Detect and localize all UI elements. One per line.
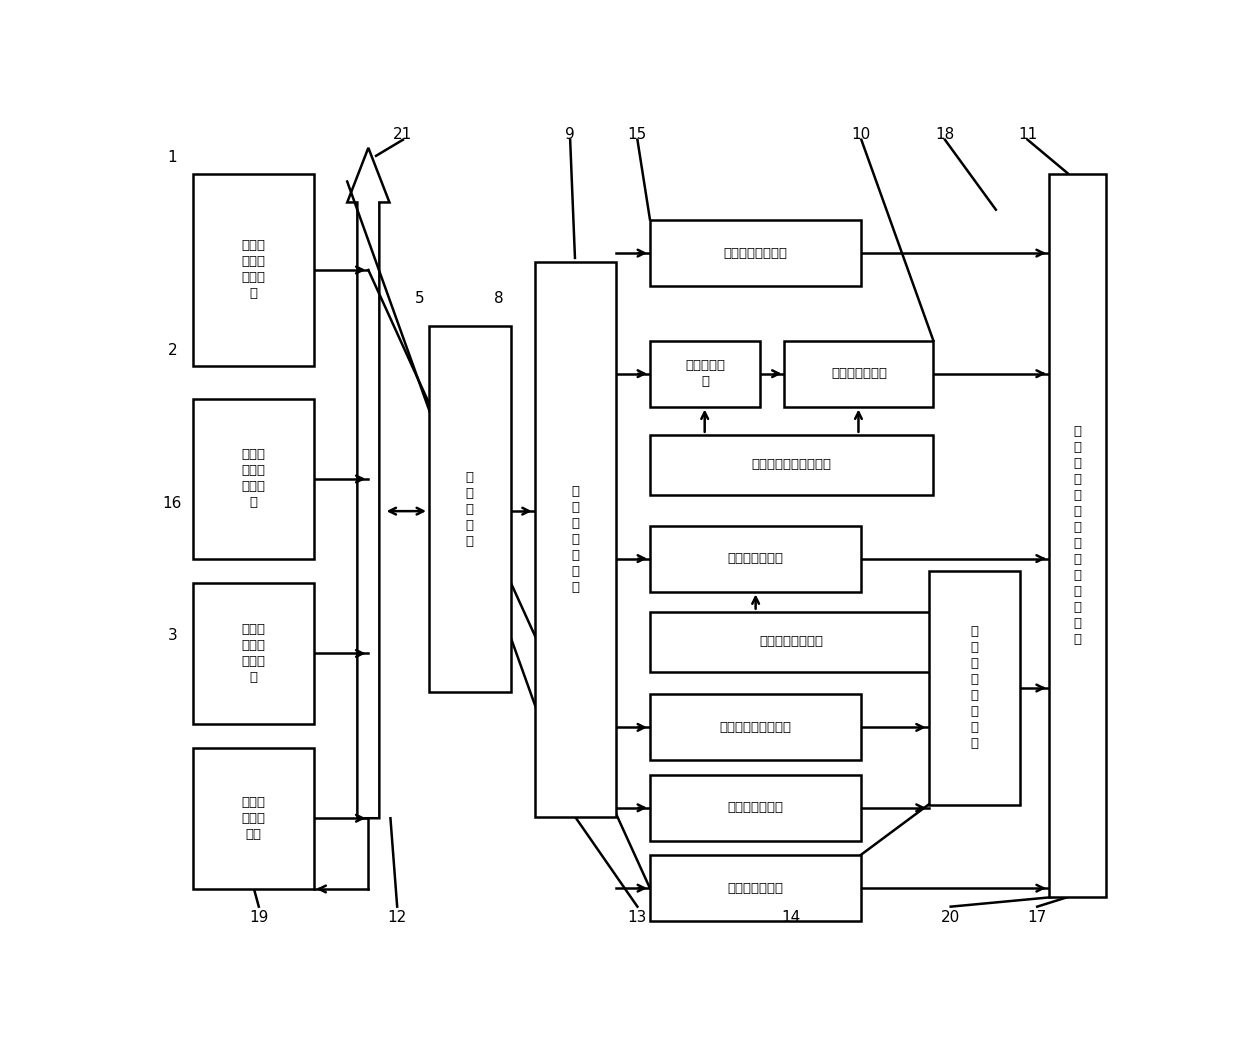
Bar: [1049, 173, 1106, 897]
Text: 车轮车
辆状态
参数信
号: 车轮车 辆状态 参数信 号: [242, 239, 265, 301]
Text: 12: 12: [388, 910, 407, 925]
Text: 15: 15: [627, 127, 647, 142]
Text: 前后车
辆状态
参数信
号: 前后车 辆状态 参数信 号: [242, 449, 265, 509]
Text: 10: 10: [852, 127, 870, 142]
Text: 主动转向控制器: 主动转向控制器: [728, 802, 784, 814]
Text: 17: 17: [1028, 910, 1047, 925]
Text: 9: 9: [565, 127, 575, 142]
Bar: [929, 571, 1019, 805]
Text: 8: 8: [495, 290, 503, 306]
Text: 爆
胎
主
控
器: 爆 胎 主 控 器: [466, 471, 474, 548]
Text: 3: 3: [167, 628, 177, 643]
Text: 燃油喷射控制器: 燃油喷射控制器: [831, 367, 887, 380]
Text: 车辆驱动控制操作界面: 车辆驱动控制操作界面: [751, 458, 832, 472]
Text: 14: 14: [781, 910, 801, 925]
Text: 节气门控制
器: 节气门控制 器: [686, 359, 725, 388]
Text: 车
载
制
动
驱
动
转
向
悬
架
执
行
装
置: 车 载 制 动 驱 动 转 向 悬 架 执 行 装 置: [1074, 425, 1081, 646]
Bar: [193, 584, 314, 725]
Bar: [650, 775, 862, 840]
Bar: [650, 434, 934, 495]
Text: 人工手
动键控
参数信
号: 人工手 动键控 参数信 号: [242, 623, 265, 684]
Text: 5: 5: [414, 290, 424, 306]
Bar: [785, 340, 934, 406]
Text: 悬架升程控制器: 悬架升程控制器: [728, 882, 784, 895]
Text: 车辆制动控制器: 车辆制动控制器: [728, 552, 784, 565]
Text: 车辆制动操作界面: 车辆制动操作界面: [760, 635, 823, 648]
Text: 1: 1: [167, 150, 177, 165]
Bar: [429, 326, 511, 692]
Text: 11: 11: [1018, 127, 1037, 142]
Bar: [193, 399, 314, 560]
Text: 控
制
模
式
转
换
器: 控 制 模 式 转 换 器: [572, 484, 579, 594]
Text: 车
辆
转
向
操
作
界
面: 车 辆 转 向 操 作 界 面: [970, 625, 978, 751]
Text: 发动机制动控制器: 发动机制动控制器: [724, 246, 787, 260]
Bar: [650, 694, 862, 760]
Text: 13: 13: [627, 910, 647, 925]
Text: 18: 18: [935, 127, 955, 142]
Bar: [650, 220, 862, 286]
Text: 转向轮回转力控制器: 转向轮回转力控制器: [719, 721, 791, 734]
Bar: [650, 525, 862, 592]
Bar: [534, 262, 616, 816]
Bar: [650, 855, 862, 921]
Text: 16: 16: [162, 496, 182, 511]
Text: 车辆控
制参数
信号: 车辆控 制参数 信号: [242, 797, 265, 841]
Text: 19: 19: [249, 910, 269, 925]
Text: 21: 21: [393, 127, 413, 142]
Bar: [193, 173, 314, 366]
Text: 20: 20: [941, 910, 960, 925]
Bar: [193, 749, 314, 889]
Bar: [650, 340, 760, 406]
Bar: [650, 612, 934, 672]
Text: 2: 2: [167, 342, 177, 358]
Polygon shape: [347, 148, 389, 818]
